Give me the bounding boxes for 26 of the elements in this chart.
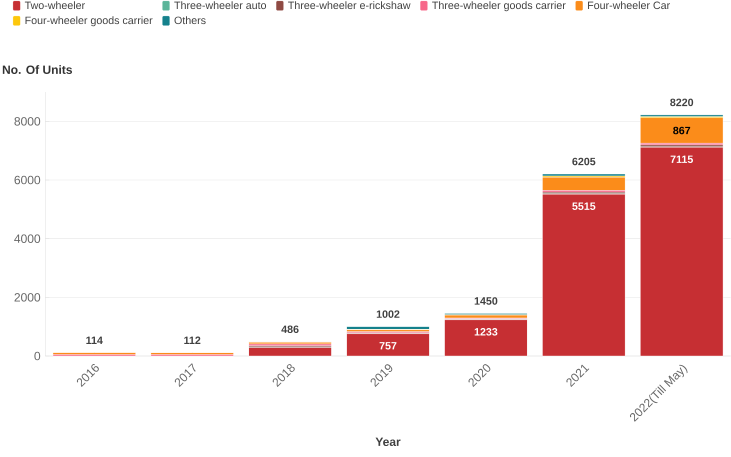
data-label: 1233 [474,328,498,336]
total-label: 6205 [572,158,596,166]
total-label: 114 [86,336,103,344]
legend-label: Others [174,16,206,24]
total-label: 486 [281,325,299,334]
y-tick-label: 2000 [14,293,40,302]
data-label: 5515 [572,202,596,210]
y-tick-label: 6000 [14,176,40,184]
data-label: 757 [380,342,396,350]
legend-label: Three-wheeler goods carrier [432,1,566,12]
x-axis-title: Year [376,438,401,446]
data-label: 7115 [670,156,693,164]
total-label: 112 [184,336,200,344]
legend-label: Four-wheeler goods carrier [26,16,152,26]
data-label: 867 [673,126,690,134]
y-tick-label: 4000 [14,234,40,243]
total-label: 1002 [376,310,400,318]
y-tick-label: 0 [34,352,40,360]
legend-label: Two-wheeler [24,1,85,10]
total-label: 1450 [474,297,498,305]
total-label: 8220 [670,98,694,106]
legend-label: Three-wheeler e-rickshaw [288,1,411,10]
legend-label: Three-wheeler auto [174,1,266,10]
legend-label: Four-wheeler Car [588,1,670,10]
y-axis-title: No. Of Units [2,65,72,74]
y-tick-label: 8000 [14,117,40,126]
